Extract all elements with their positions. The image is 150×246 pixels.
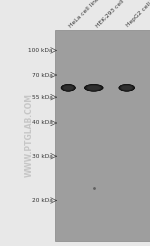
Ellipse shape — [62, 85, 75, 91]
Ellipse shape — [84, 84, 103, 92]
Ellipse shape — [86, 85, 101, 90]
Ellipse shape — [85, 85, 102, 91]
Ellipse shape — [61, 85, 75, 91]
Ellipse shape — [120, 85, 134, 91]
Ellipse shape — [84, 84, 103, 91]
Ellipse shape — [88, 86, 100, 90]
Ellipse shape — [121, 85, 133, 90]
Text: 55 kDa: 55 kDa — [32, 95, 52, 100]
Ellipse shape — [121, 86, 132, 90]
Ellipse shape — [62, 85, 75, 91]
Ellipse shape — [118, 84, 135, 92]
Ellipse shape — [62, 85, 74, 91]
Ellipse shape — [62, 85, 74, 91]
Ellipse shape — [119, 84, 135, 91]
Ellipse shape — [62, 85, 75, 91]
Ellipse shape — [84, 84, 104, 92]
Ellipse shape — [85, 85, 103, 91]
Ellipse shape — [63, 85, 74, 90]
Ellipse shape — [64, 86, 73, 90]
Ellipse shape — [87, 86, 100, 90]
Ellipse shape — [85, 85, 102, 91]
Ellipse shape — [120, 85, 133, 91]
Ellipse shape — [122, 86, 132, 90]
Bar — [55, 30, 150, 241]
Ellipse shape — [63, 86, 73, 90]
Text: 30 kDa: 30 kDa — [32, 154, 52, 159]
Ellipse shape — [121, 85, 133, 90]
Ellipse shape — [119, 84, 135, 92]
Ellipse shape — [122, 86, 132, 90]
Ellipse shape — [120, 85, 134, 91]
Ellipse shape — [61, 84, 76, 92]
Ellipse shape — [85, 85, 102, 91]
Text: 20 kDa: 20 kDa — [32, 198, 52, 203]
Ellipse shape — [88, 86, 100, 90]
Text: HepG2 cell line: HepG2 cell line — [125, 0, 150, 28]
Ellipse shape — [86, 85, 102, 91]
Ellipse shape — [119, 85, 134, 91]
Ellipse shape — [121, 85, 133, 90]
Text: WWW.PTGLAB.COM: WWW.PTGLAB.COM — [25, 93, 34, 177]
Ellipse shape — [122, 86, 132, 90]
Ellipse shape — [121, 86, 132, 90]
Ellipse shape — [61, 84, 75, 91]
Ellipse shape — [63, 85, 74, 90]
Ellipse shape — [64, 86, 73, 90]
Ellipse shape — [87, 86, 101, 90]
Ellipse shape — [119, 84, 134, 91]
Ellipse shape — [61, 84, 75, 91]
Ellipse shape — [120, 85, 134, 91]
Ellipse shape — [61, 84, 76, 92]
Text: 100 kDa: 100 kDa — [28, 48, 52, 53]
Ellipse shape — [86, 85, 102, 91]
Ellipse shape — [86, 85, 101, 91]
Ellipse shape — [63, 86, 73, 90]
Ellipse shape — [87, 85, 101, 90]
Text: 70 kDa: 70 kDa — [32, 73, 52, 77]
Text: 40 kDa: 40 kDa — [32, 121, 52, 125]
Ellipse shape — [120, 85, 133, 91]
Ellipse shape — [87, 85, 101, 90]
Ellipse shape — [85, 84, 103, 91]
Text: HEK-293 cell line: HEK-293 cell line — [95, 0, 135, 28]
Ellipse shape — [87, 86, 100, 90]
Ellipse shape — [62, 85, 74, 91]
Ellipse shape — [63, 85, 74, 90]
Ellipse shape — [119, 85, 134, 91]
Text: HeLa cell line: HeLa cell line — [68, 0, 100, 28]
Ellipse shape — [63, 86, 73, 90]
